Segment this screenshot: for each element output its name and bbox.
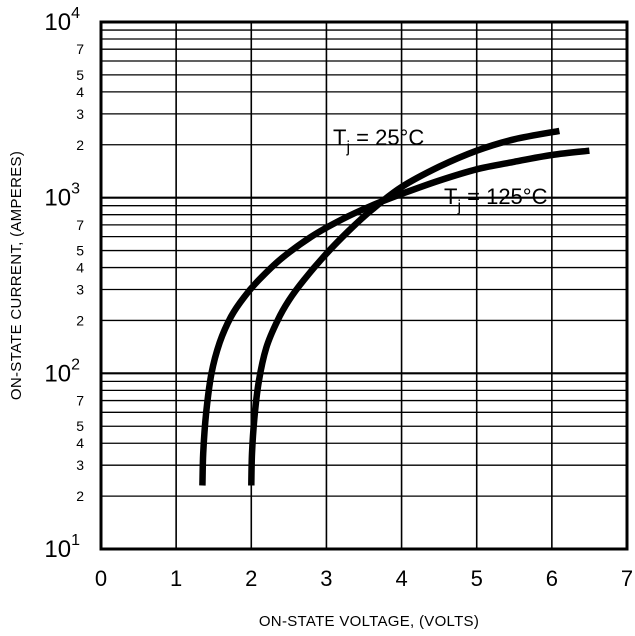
y-major-tick-exp: 1 xyxy=(71,532,80,549)
series-label-125c: Tj = 125°C xyxy=(444,184,548,215)
x-tick-label: 3 xyxy=(320,566,332,591)
curves xyxy=(199,127,590,486)
y-minor-tick-label: 2 xyxy=(76,137,84,153)
y-minor-tick-label: 3 xyxy=(76,106,84,122)
y-major-tick-label: 101 xyxy=(44,532,80,563)
x-tick-label: 7 xyxy=(621,566,633,591)
series-label-125c-rest: = 125°C xyxy=(461,184,548,209)
x-tick-labels: 0 1 2 3 4 5 6 7 xyxy=(95,566,633,591)
x-tick-label: 4 xyxy=(395,566,407,591)
y-minor-tick-label: 4 xyxy=(76,260,84,276)
series-label-125c-main: T xyxy=(444,184,457,209)
x-axis-label: ON-STATE VOLTAGE, (VOLTS) xyxy=(259,613,479,630)
series-label-25c-sub: j xyxy=(345,139,350,156)
y-major-tick-label: 103 xyxy=(44,181,80,212)
y-axis-label: ON-STATE CURRENT, (AMPERES) xyxy=(8,151,25,400)
y-minor-tick-label: 5 xyxy=(76,67,84,83)
y-major-tick-label: 104 xyxy=(44,5,80,36)
x-tick-label: 6 xyxy=(546,566,558,591)
x-tick-label: 1 xyxy=(170,566,182,591)
curve-125c xyxy=(199,147,590,486)
y-minor-tick-label: 5 xyxy=(76,418,84,434)
y-minor-tick-label: 2 xyxy=(76,488,84,504)
y-minor-tick-label: 7 xyxy=(76,217,84,233)
y-minor-tick-label: 3 xyxy=(76,457,84,473)
y-minor-tick-label: 4 xyxy=(76,84,84,100)
x-tick-label: 0 xyxy=(95,566,107,591)
y-major-tick-base: 10 xyxy=(44,360,71,387)
series-label-25c-rest: = 25°C xyxy=(350,125,424,150)
y-minor-tick-label: 3 xyxy=(76,282,84,298)
y-minor-tick-label: 4 xyxy=(76,435,84,451)
y-minor-tick-label: 7 xyxy=(76,393,84,409)
curve-25c xyxy=(248,127,560,486)
series-label-25c-main: T xyxy=(333,125,346,150)
x-tick-label: 5 xyxy=(471,566,483,591)
x-tick-label: 2 xyxy=(245,566,257,591)
y-major-tick-base: 10 xyxy=(44,9,71,36)
grid-lines xyxy=(101,22,627,549)
y-major-tick-exp: 3 xyxy=(71,181,80,198)
y-minor-tick-label: 2 xyxy=(76,312,84,328)
y-minor-tick-label: 7 xyxy=(76,41,84,57)
series-label-25c: Tj = 25°C xyxy=(333,125,424,156)
y-major-tick-base: 10 xyxy=(44,536,71,563)
y-minor-tick-label: 5 xyxy=(76,243,84,259)
y-major-tick-exp: 2 xyxy=(71,356,80,373)
plot-frame xyxy=(99,20,629,551)
y-major-tick-label: 102 xyxy=(44,356,80,387)
series-label-125c-sub: j xyxy=(456,198,461,215)
y-major-tick-base: 10 xyxy=(44,185,71,212)
y-major-tick-exp: 4 xyxy=(71,5,80,22)
